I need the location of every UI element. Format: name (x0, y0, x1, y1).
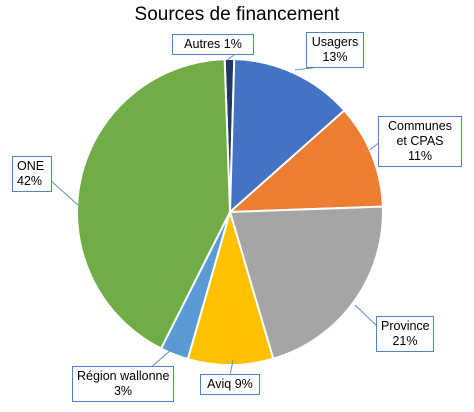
label-autres: Autres 1% (172, 34, 254, 55)
label-communes: Communes et CPAS 11% (378, 116, 462, 167)
label-communes-name: Communes et CPAS (388, 119, 452, 148)
label-usagers-name: Usagers (311, 35, 359, 49)
label-province-value: 21% (392, 334, 418, 348)
label-region-name: Région wallonne (77, 369, 170, 383)
label-province-name: Province (381, 319, 430, 333)
leader-line (49, 179, 79, 206)
label-one-value: 42% (17, 174, 43, 188)
label-aviq-text: Aviq 9% (207, 377, 253, 391)
label-one: ONE 42% (12, 156, 52, 192)
pie-slice-one (76, 58, 232, 350)
pie-slice-aviq (186, 208, 275, 366)
label-autres-text: Autres 1% (184, 37, 242, 51)
label-communes-value: 11% (407, 149, 433, 163)
pie-slices (76, 58, 384, 366)
leader-line (149, 344, 178, 369)
label-one-name: ONE (17, 159, 45, 173)
label-usagers-value: 13% (322, 50, 348, 64)
label-province: Province 21% (376, 316, 434, 352)
leader-line (229, 359, 234, 377)
label-region-wallonne: Région wallonne 3% (72, 366, 174, 402)
pie-slice-usagers (228, 58, 346, 215)
pie-slice-province (228, 205, 384, 361)
label-aviq: Aviq 9% (200, 374, 260, 395)
pie-slice-communes-et-cpas (227, 108, 384, 214)
chart-title: Sources de financement (134, 4, 340, 25)
label-usagers: Usagers 13% (306, 32, 364, 68)
label-region-value: 3% (113, 384, 133, 398)
